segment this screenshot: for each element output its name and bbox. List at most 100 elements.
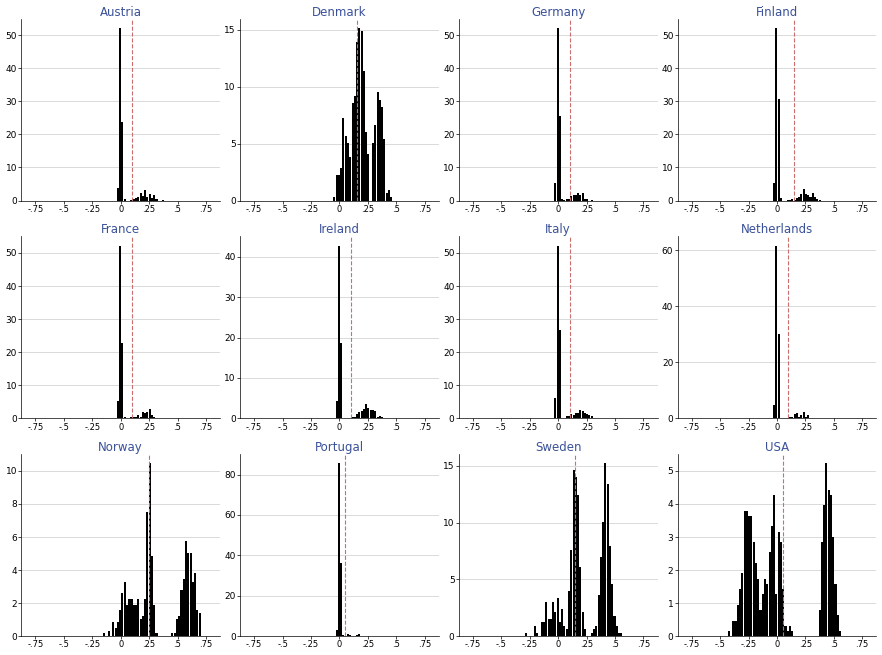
Bar	[349, 157, 351, 200]
Bar	[548, 619, 549, 636]
Bar	[768, 552, 771, 636]
Bar	[565, 417, 568, 419]
Bar	[151, 415, 153, 419]
Bar	[735, 620, 736, 636]
Bar	[335, 401, 338, 419]
Bar	[579, 567, 581, 636]
Bar	[342, 635, 345, 636]
Bar	[126, 605, 128, 636]
Bar	[549, 619, 552, 636]
Bar	[791, 631, 793, 636]
Bar	[789, 417, 791, 419]
Bar	[345, 136, 347, 200]
Bar	[620, 633, 623, 636]
Bar	[552, 602, 554, 636]
Bar	[833, 536, 834, 636]
Bar	[374, 125, 377, 200]
Bar	[131, 417, 132, 419]
Bar	[146, 512, 148, 636]
Bar	[561, 608, 564, 636]
Bar	[340, 168, 342, 200]
Bar	[800, 415, 803, 419]
Bar	[525, 633, 527, 636]
Bar	[390, 197, 392, 200]
Bar	[814, 197, 816, 200]
Bar	[775, 246, 777, 419]
Bar	[342, 418, 345, 419]
Bar	[194, 573, 196, 636]
Bar	[568, 198, 570, 200]
Bar	[584, 629, 586, 636]
Bar	[384, 140, 385, 200]
Bar	[340, 343, 342, 419]
Bar	[597, 418, 600, 419]
Bar	[340, 563, 342, 636]
Bar	[354, 96, 355, 200]
Bar	[377, 417, 378, 419]
Bar	[803, 189, 804, 200]
Bar	[602, 522, 604, 636]
Bar	[817, 199, 818, 200]
Bar	[557, 28, 558, 200]
Bar	[609, 546, 611, 636]
Bar	[543, 622, 545, 636]
Title: Finland: Finland	[756, 5, 798, 18]
Bar	[789, 626, 791, 636]
Bar	[834, 584, 836, 636]
Bar	[116, 622, 119, 636]
Bar	[818, 610, 820, 636]
Bar	[823, 505, 826, 636]
Bar	[800, 193, 803, 200]
Bar	[338, 463, 340, 636]
Bar	[579, 195, 581, 200]
Bar	[365, 132, 367, 200]
Bar	[142, 412, 144, 419]
Bar	[581, 612, 584, 636]
Bar	[807, 195, 810, 200]
Bar	[805, 195, 807, 200]
Bar	[347, 143, 349, 200]
Title: Netherlands: Netherlands	[741, 223, 813, 236]
Bar	[368, 408, 370, 419]
Bar	[176, 619, 178, 636]
Title: Germany: Germany	[531, 5, 586, 18]
Bar	[826, 463, 827, 636]
Bar	[142, 196, 144, 200]
Bar	[575, 195, 577, 200]
Bar	[347, 633, 349, 636]
Bar	[358, 634, 361, 636]
Bar	[356, 635, 358, 636]
Bar	[333, 197, 335, 200]
Bar	[349, 418, 351, 419]
Bar	[758, 578, 759, 636]
Title: Norway: Norway	[98, 441, 143, 455]
Bar	[541, 622, 542, 636]
Bar	[138, 415, 139, 419]
Bar	[122, 593, 123, 636]
Bar	[139, 193, 142, 200]
Bar	[122, 343, 123, 419]
Bar	[183, 578, 185, 636]
Bar	[352, 417, 354, 419]
Bar	[372, 143, 374, 200]
Title: USA: USA	[765, 441, 789, 455]
Bar	[342, 118, 345, 200]
Bar	[571, 196, 572, 200]
Bar	[174, 633, 176, 636]
Bar	[830, 495, 832, 636]
Bar	[132, 605, 135, 636]
Bar	[135, 198, 137, 200]
Bar	[153, 605, 155, 636]
Bar	[123, 417, 126, 419]
Title: Ireland: Ireland	[319, 223, 360, 236]
Bar	[791, 417, 793, 419]
Bar	[363, 71, 365, 200]
Bar	[155, 633, 158, 636]
Bar	[616, 626, 617, 636]
Bar	[771, 526, 773, 636]
Bar	[732, 620, 734, 636]
Bar	[739, 589, 741, 636]
Bar	[139, 417, 142, 419]
Bar	[614, 616, 616, 636]
Bar	[372, 410, 374, 419]
